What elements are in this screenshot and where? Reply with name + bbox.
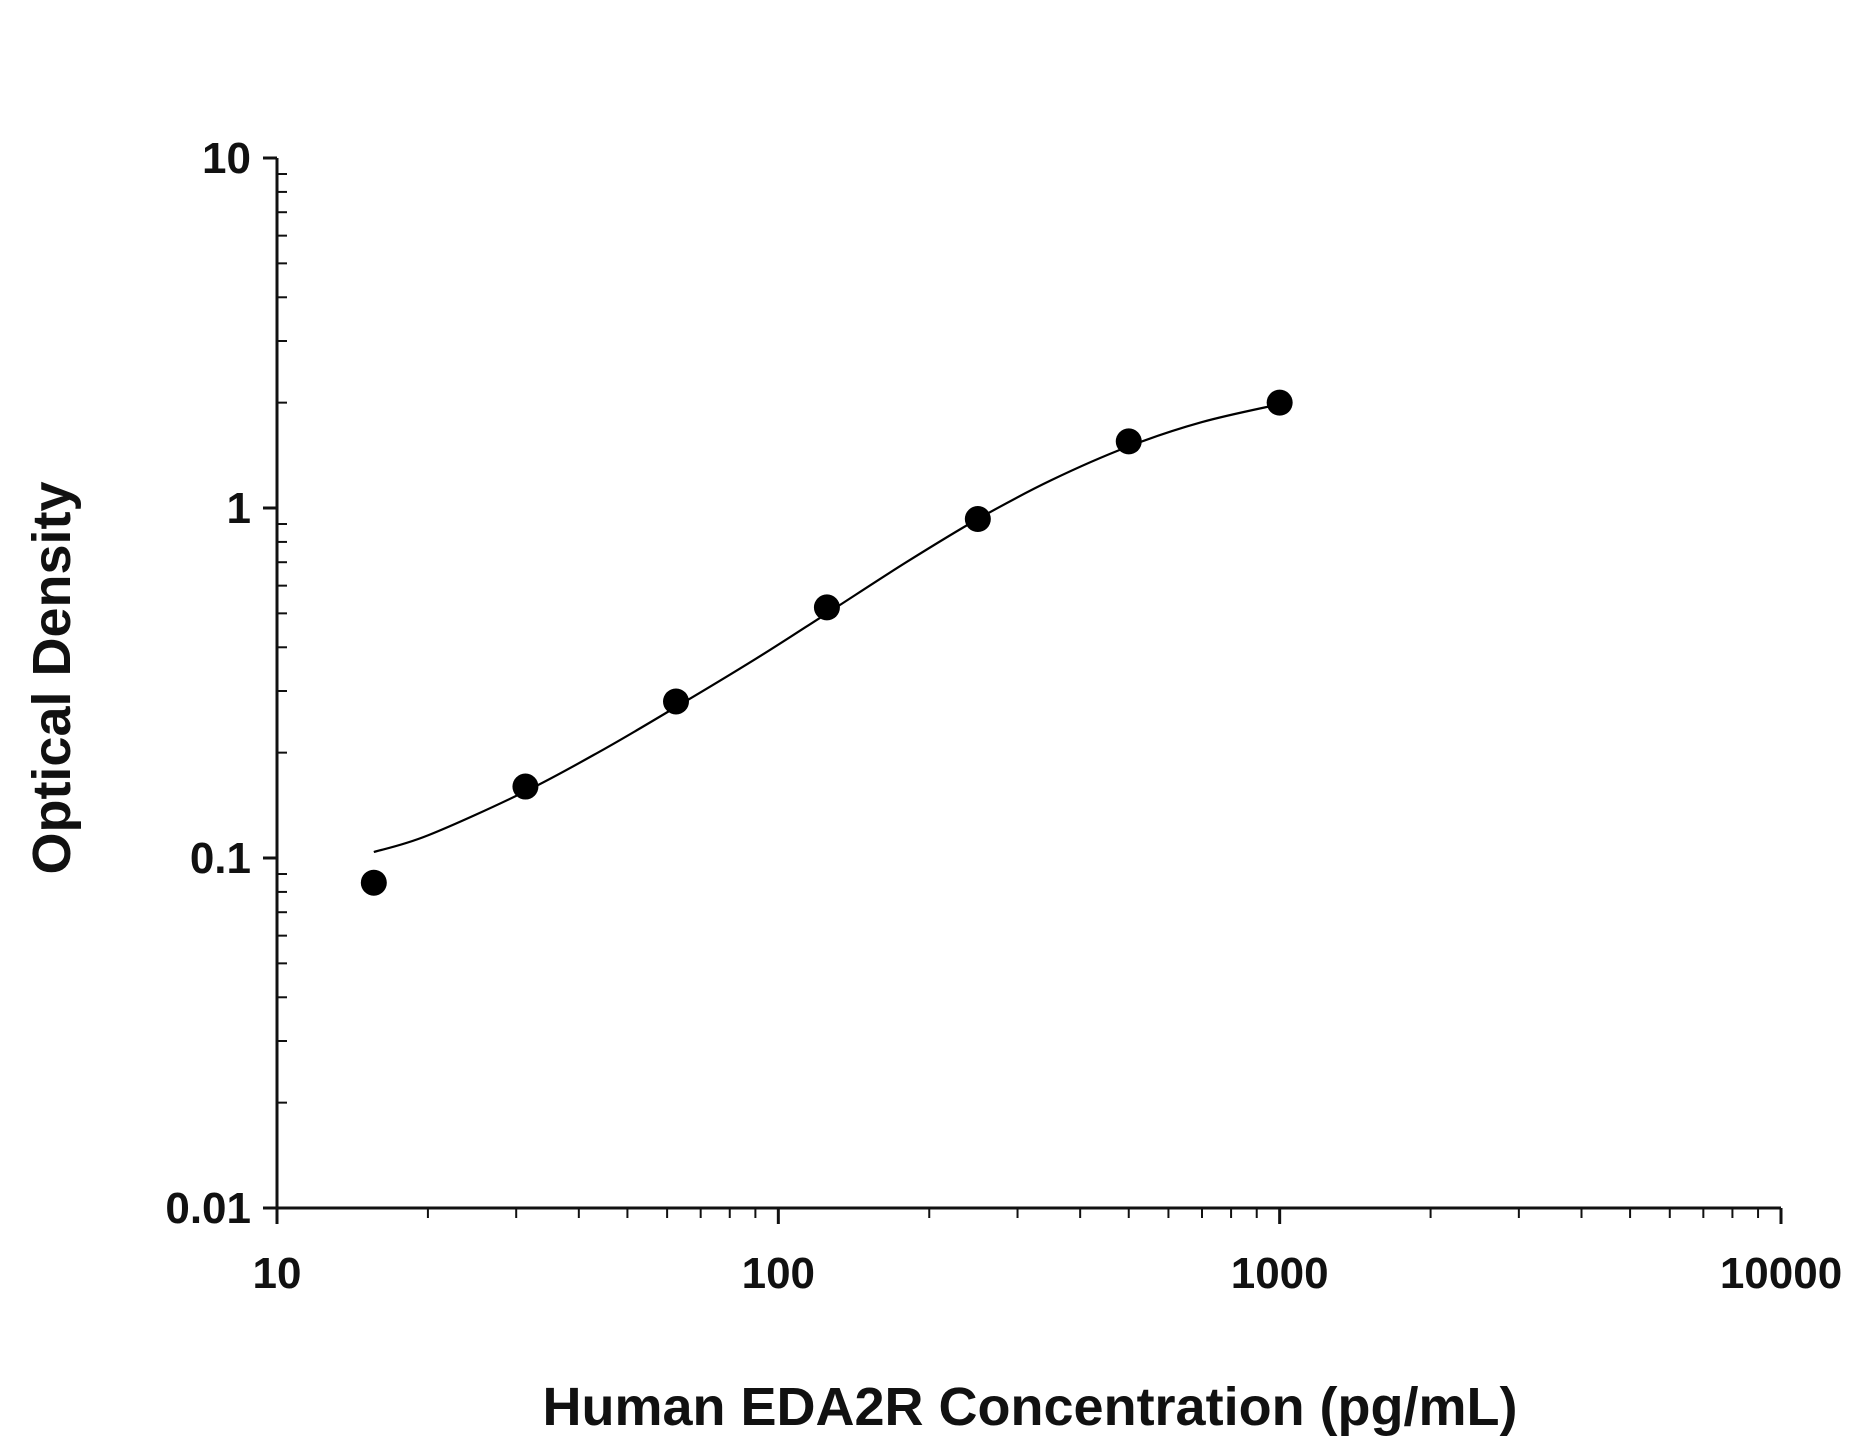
- x-tick-label: 10000: [1720, 1249, 1842, 1298]
- axes: [263, 156, 1783, 1224]
- y-tick-label: 0.1: [190, 834, 251, 883]
- x-tick-label: 100: [742, 1249, 815, 1298]
- data-point: [360, 869, 387, 896]
- fit-curve-layer: [373, 403, 1280, 854]
- fit-curve-line: [373, 403, 1280, 854]
- x-tick-label: 1000: [1231, 1249, 1329, 1298]
- y-tick-label: 10: [202, 134, 251, 183]
- data-point: [1266, 389, 1293, 416]
- y-tick-label: 1: [227, 484, 251, 533]
- y-tick-label: 0.01: [165, 1184, 251, 1233]
- y-axis-title: Optical Density: [22, 481, 82, 874]
- data-points-layer: [360, 389, 1293, 896]
- tick-labels-layer: 0.01 0.1 1 10 10 100 1000 10000: [165, 134, 1842, 1298]
- data-point: [663, 688, 690, 715]
- data-point: [512, 773, 539, 800]
- data-point: [813, 594, 840, 621]
- data-point: [964, 506, 991, 533]
- x-tick-label: 10: [253, 1249, 302, 1298]
- x-axis-title: Human EDA2R Concentration (pg/mL): [542, 1377, 1517, 1437]
- data-point: [1115, 428, 1142, 455]
